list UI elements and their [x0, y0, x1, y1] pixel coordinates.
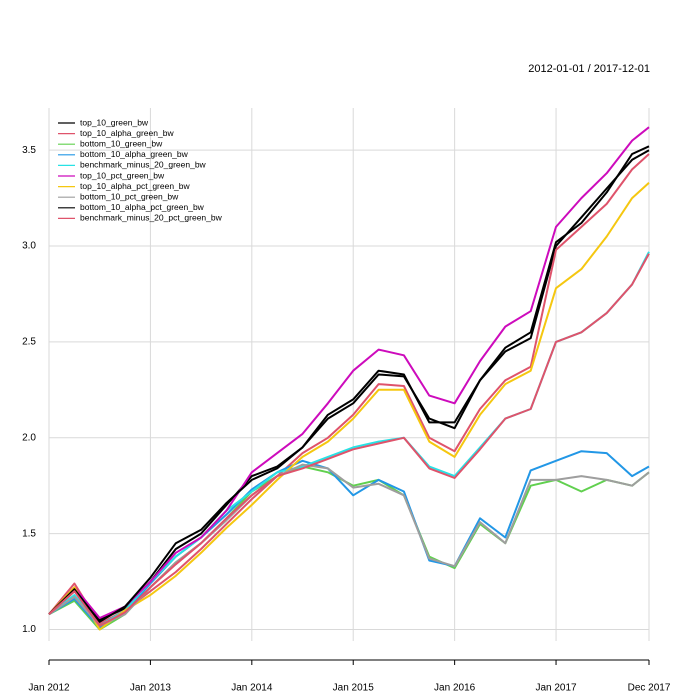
legend-label: benchmark_minus_20_green_bw — [80, 160, 207, 170]
legend-label: bottom_10_alpha_pct_green_bw — [80, 202, 205, 212]
x-tick-label: Jan 2015 — [333, 683, 375, 694]
series-line — [48, 253, 650, 627]
legend-label: top_10_alpha_green_bw — [80, 128, 174, 138]
y-tick-label: 2.0 — [22, 432, 36, 443]
legend-label: top_10_green_bw — [80, 117, 149, 127]
series-line — [48, 450, 650, 629]
series-line — [48, 182, 650, 631]
x-tick-label: Dec 2017 — [628, 683, 671, 694]
legend-label: benchmark_minus_20_pct_green_bw — [80, 213, 223, 223]
y-tick-label: 3.0 — [22, 241, 36, 252]
x-tick-label: Jan 2016 — [434, 683, 476, 694]
legend-label: bottom_10_green_bw — [80, 138, 163, 148]
legend-label: bottom_10_pct_green_bw — [80, 191, 179, 201]
series-line — [48, 153, 650, 625]
y-tick-label: 2.5 — [22, 337, 36, 348]
legend-label: top_10_alpha_pct_green_bw — [80, 181, 191, 191]
legend-label: bottom_10_alpha_green_bw — [80, 149, 189, 159]
legend-label: top_10_pct_green_bw — [80, 170, 165, 180]
x-tick-label: Jan 2013 — [130, 683, 172, 694]
series-line — [48, 126, 650, 619]
x-tick-label: Jan 2012 — [28, 683, 70, 694]
y-tick-label: 1.5 — [22, 528, 36, 539]
y-tick-label: 3.5 — [22, 145, 36, 156]
date-range: 2012-01-01 / 2017-12-01 — [528, 63, 650, 75]
x-tick-label: Jan 2014 — [231, 683, 273, 694]
x-tick-label: Jan 2017 — [535, 683, 577, 694]
series-line — [48, 145, 650, 623]
y-tick-label: 1.0 — [22, 624, 36, 635]
series-line — [48, 251, 650, 627]
